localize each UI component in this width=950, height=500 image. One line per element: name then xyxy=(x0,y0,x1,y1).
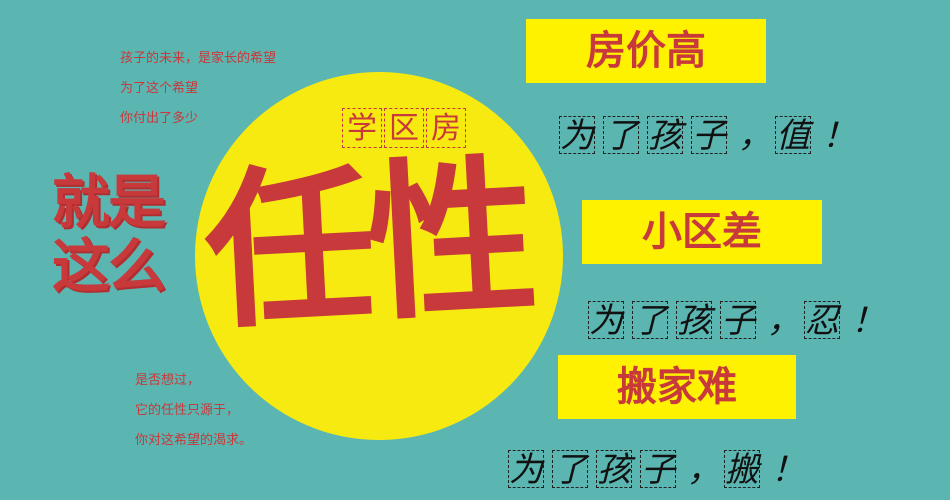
outro-text-block: 是否想过， 它的任性只源于， 你对这希望的渴求。 xyxy=(135,366,252,456)
intro-line-1: 孩子的未来，是家长的希望 xyxy=(120,51,277,66)
label-moving: 搬家难 xyxy=(558,355,796,419)
yellow-circle xyxy=(195,72,563,440)
hand-exclaim: ！ xyxy=(851,301,885,341)
intro-line-3: 你付出了多少 xyxy=(120,111,199,126)
slogan-line-2: 这么 xyxy=(52,232,166,300)
label-neighborhood: 小区差 xyxy=(582,200,822,264)
hand-char: 子 xyxy=(691,116,727,156)
hand-char: 孩 xyxy=(647,116,683,156)
handwritten-line-1: 为了孩子 ，值 ！ xyxy=(559,108,859,157)
hand-end-char: 搬 xyxy=(724,450,760,490)
intro-text-block: 孩子的未来，是家长的希望 为了这个希望 你付出了多少 xyxy=(120,44,276,134)
hand-comma: ， xyxy=(767,301,801,341)
hand-end-char: 值 xyxy=(775,116,811,156)
circle-subtitle: 学区房 xyxy=(342,108,468,148)
hand-comma: ， xyxy=(687,450,721,490)
outro-line-2: 它的任性只源于， xyxy=(135,403,240,418)
hand-char: 子 xyxy=(640,450,676,490)
hand-char: 孩 xyxy=(596,450,632,490)
circle-char-1: 学 xyxy=(342,108,382,148)
handwritten-line-2: 为了孩子 ，忍 ！ xyxy=(588,293,888,342)
handwritten-line-3: 为了孩子 ，搬 ！ xyxy=(508,442,808,491)
circle-headline: 任性 xyxy=(199,136,535,354)
label-housing-price: 房价高 xyxy=(526,19,766,83)
circle-char-2: 区 xyxy=(384,108,424,148)
hand-char: 为 xyxy=(508,450,544,490)
hand-comma: ， xyxy=(738,116,772,156)
hand-char: 为 xyxy=(559,116,595,156)
hand-char: 了 xyxy=(603,116,639,156)
hand-char: 孩 xyxy=(676,301,712,341)
circle-char-3: 房 xyxy=(426,108,466,148)
hand-char: 了 xyxy=(632,301,668,341)
hand-end-char: 忍 xyxy=(804,301,840,341)
intro-line-2: 为了这个希望 xyxy=(120,81,199,96)
hand-char: 为 xyxy=(588,301,624,341)
outro-line-3: 你对这希望的渴求。 xyxy=(135,433,253,448)
hand-char: 子 xyxy=(720,301,756,341)
hand-char: 了 xyxy=(552,450,588,490)
hand-exclaim: ！ xyxy=(771,450,805,490)
slogan-line-1: 就是 xyxy=(52,168,166,236)
slogan-left: 就是 这么 xyxy=(52,168,166,300)
hand-exclaim: ！ xyxy=(822,116,856,156)
outro-line-1: 是否想过， xyxy=(135,373,201,388)
